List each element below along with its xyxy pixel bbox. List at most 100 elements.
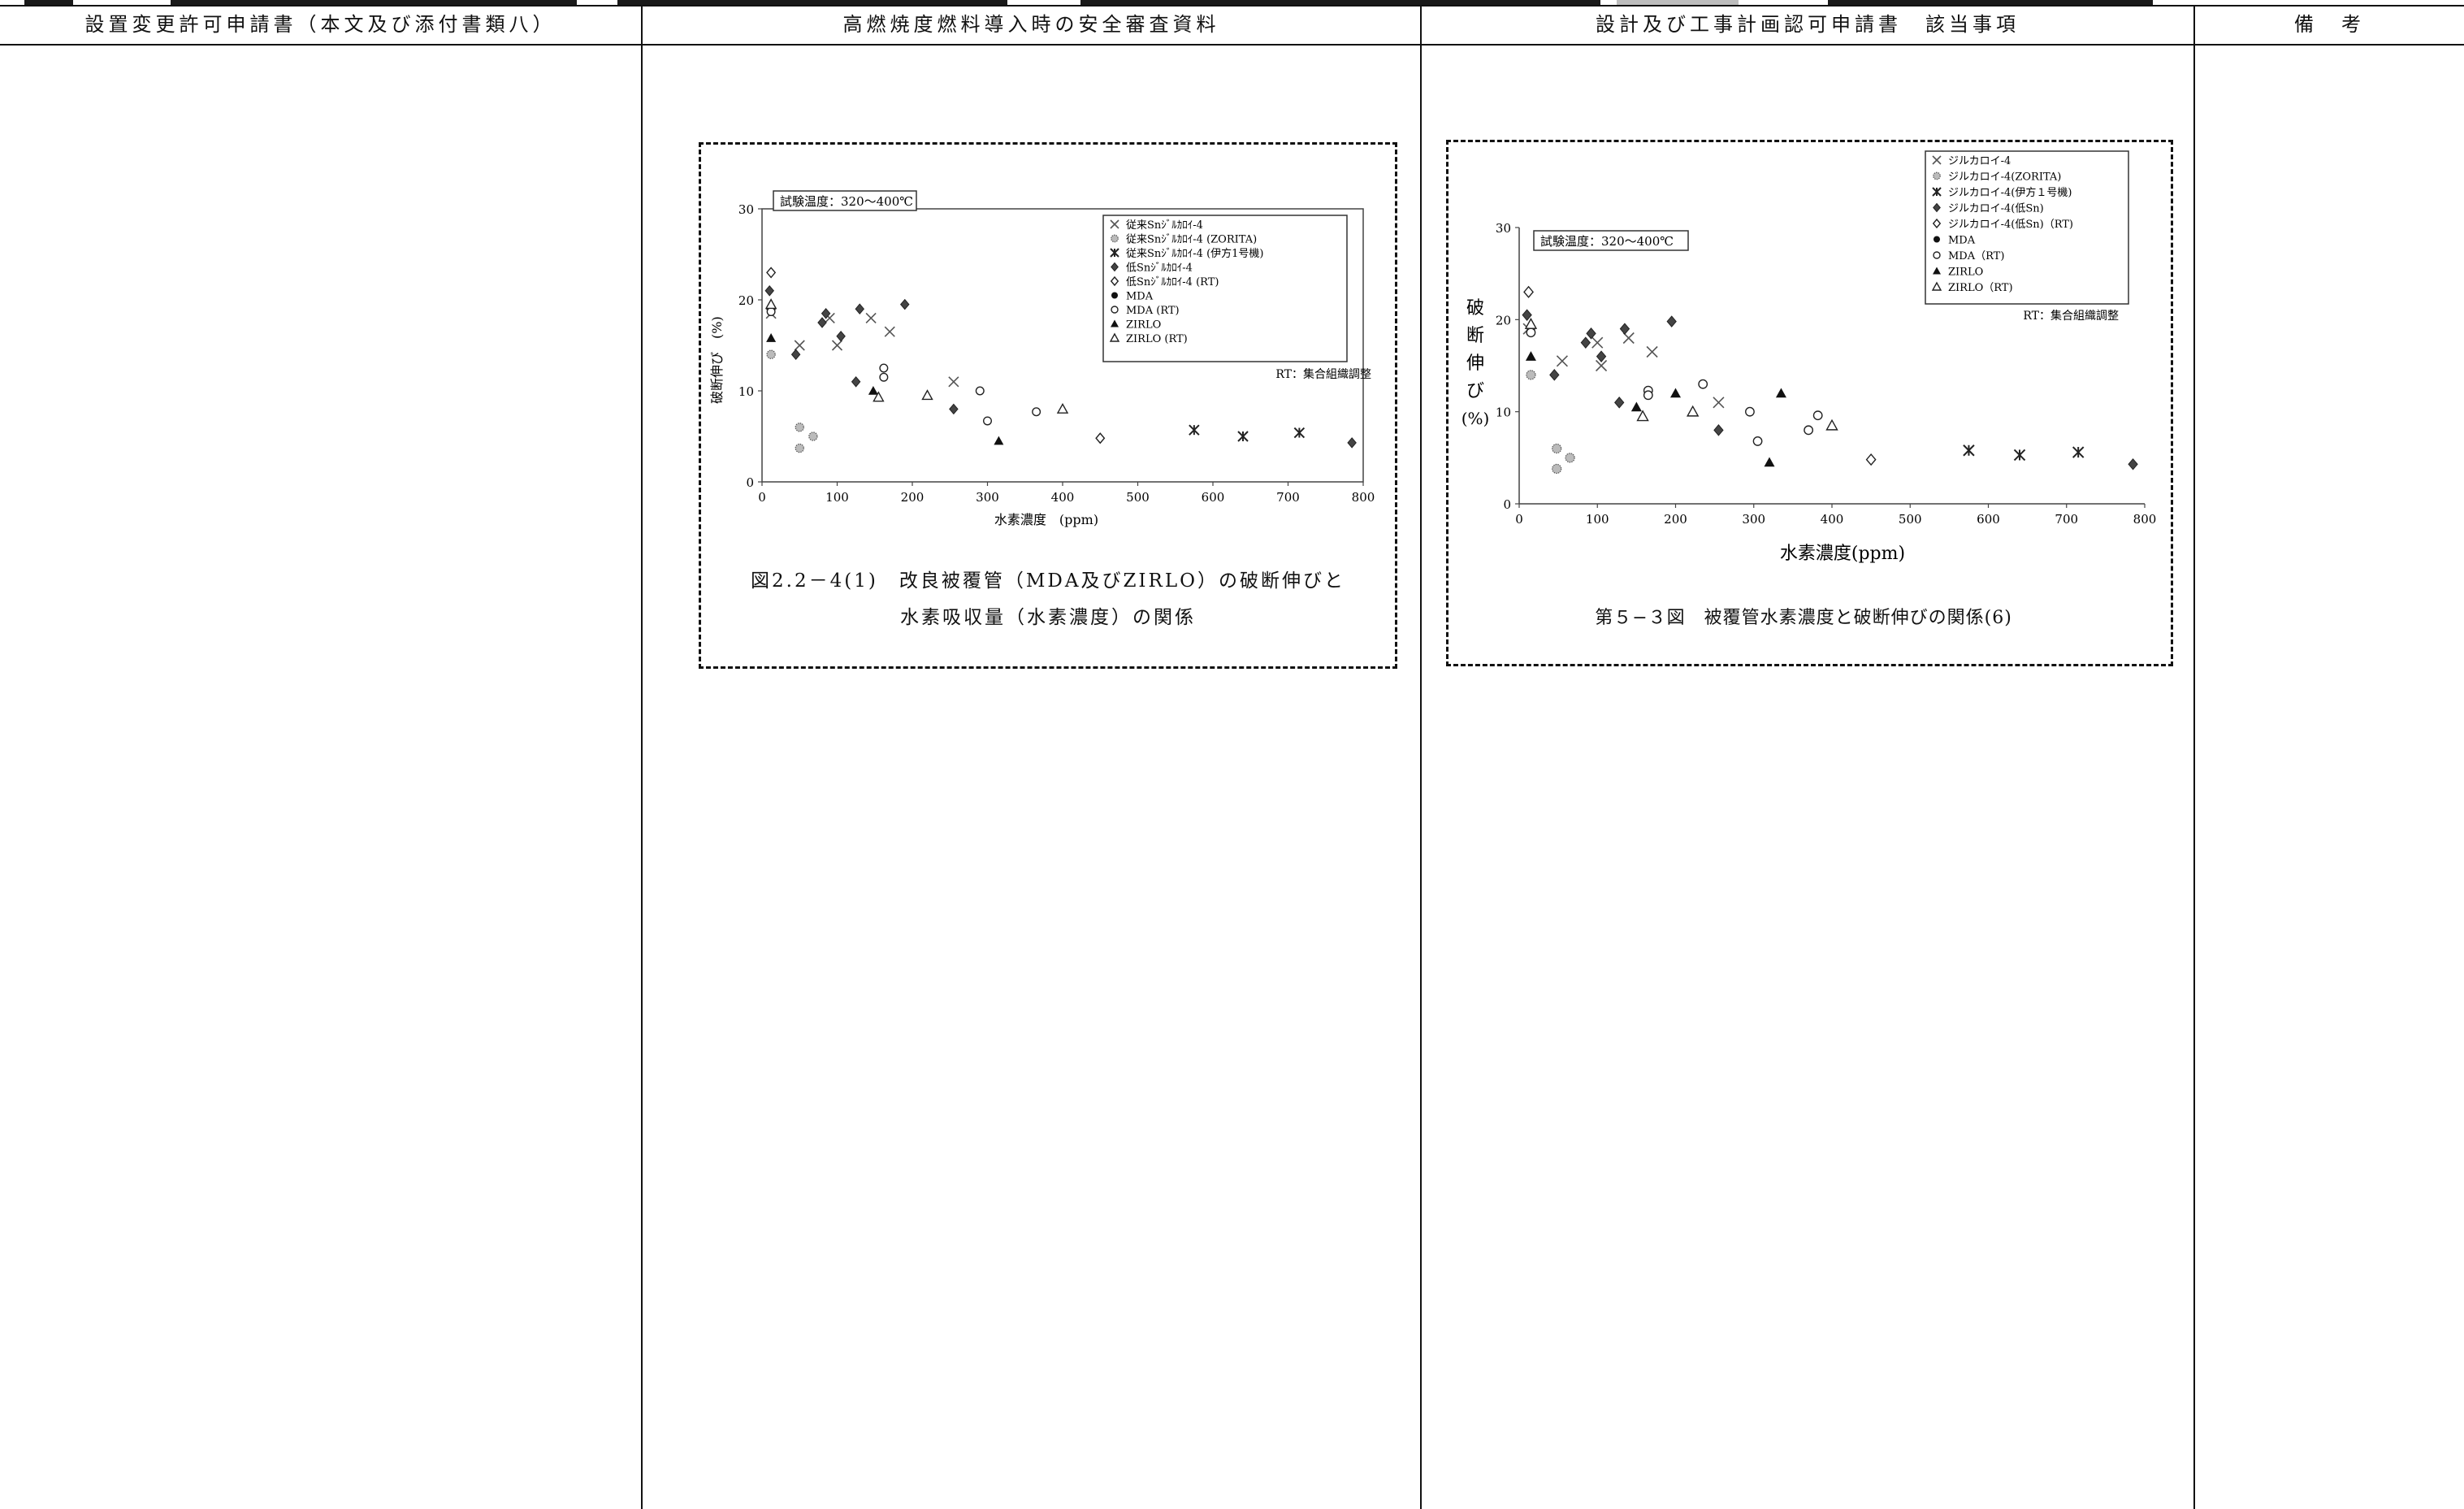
right-point-series-4 — [1523, 285, 1534, 298]
right-point-series-3 — [1580, 336, 1591, 349]
left-legend-marker-0 — [1110, 219, 1119, 229]
left-legend-marker-5 — [1111, 292, 1118, 299]
right-point-series-3 — [1586, 327, 1596, 340]
right-point-series-2 — [1963, 444, 1975, 457]
left-legend-marker-6 — [1111, 306, 1119, 314]
column-header-application: 設置変更許可申請書（本文及び添付書類八） — [84, 13, 556, 36]
left-point-series-1 — [766, 349, 776, 359]
left-point-series-3 — [764, 285, 775, 297]
right-legend-marker-2 — [1932, 187, 1942, 197]
left-x-tick-label: 200 — [901, 490, 925, 505]
left-point-series-2 — [1293, 427, 1306, 439]
left-point-series-0 — [884, 326, 895, 337]
left-point-series-0 — [865, 312, 877, 323]
left-point-series-3 — [899, 298, 910, 310]
left-legend-label: 従来Snｼﾞﾙｶﾛｲ-4 (伊方1号機) — [1126, 247, 1264, 260]
right-point-series-3 — [1596, 350, 1607, 362]
right-x-tick-label: 400 — [1821, 512, 1844, 527]
right-point-series-6 — [1526, 327, 1536, 338]
right-point-series-7 — [1630, 401, 1642, 412]
right-note: RT：集合組織調整 — [2023, 309, 2119, 323]
right-legend-marker-0 — [1932, 155, 1942, 165]
column-divider-3 — [2193, 5, 2195, 1509]
right-point-series-0 — [1646, 345, 1658, 358]
left-point-series-3 — [836, 331, 846, 342]
right-point-series-0 — [1556, 355, 1569, 367]
left-x-tick-label: 800 — [1352, 490, 1375, 505]
right-legend-box — [1925, 150, 2129, 305]
left-y-tick-label: 30 — [738, 202, 754, 217]
right-point-series-6 — [1643, 390, 1653, 401]
right-y-label-char-5: (%) — [1462, 409, 1490, 428]
left-inset-label-box — [773, 190, 917, 211]
left-legend-marker-7 — [1111, 319, 1119, 327]
right-point-series-3 — [1619, 323, 1630, 335]
figure-left-caption-line2: 水素吸収量（水素濃度）の関係 — [900, 607, 1196, 628]
right-y-tick-label: 20 — [1496, 313, 1511, 327]
figure-right-box — [1446, 140, 2173, 666]
right-point-series-0 — [1622, 332, 1635, 345]
column-header-construction-plan: 設計及び工事計画認可申請書 該当事項 — [1596, 13, 2020, 36]
left-point-series-4 — [1095, 432, 1106, 444]
right-x-tick-label: 200 — [1664, 512, 1687, 527]
right-point-series-6 — [1698, 379, 1708, 389]
left-legend-label: 低Snｼﾞﾙｶﾛｲ-4 (RT) — [1126, 276, 1219, 288]
right-legend-marker-6 — [1933, 251, 1941, 259]
right-point-series-0 — [1591, 336, 1604, 349]
left-point-series-8 — [921, 389, 933, 401]
left-point-series-4 — [766, 267, 777, 279]
right-point-series-8 — [1636, 410, 1649, 422]
left-legend-label: ZIRLO (RT) — [1126, 333, 1188, 345]
right-point-series-7 — [1670, 388, 1681, 398]
figure-left-box — [699, 142, 1397, 669]
left-legend-label: 従来Snｼﾞﾙｶﾛｲ-4 — [1126, 219, 1203, 232]
right-legend-marker-4 — [1932, 218, 1942, 229]
column-header-remarks: 備 考 — [2294, 13, 2365, 36]
right-x-tick-label: 0 — [1515, 512, 1523, 527]
left-legend-label: 低Snｼﾞﾙｶﾛｲ-4 — [1126, 262, 1193, 275]
left-point-series-1 — [808, 431, 818, 441]
left-point-series-3 — [817, 317, 827, 328]
left-x-tick-label: 300 — [976, 490, 999, 505]
left-legend-marker-3 — [1111, 262, 1119, 272]
left-point-series-1 — [795, 423, 804, 432]
top-header-strip — [0, 0, 2464, 5]
left-point-series-0 — [948, 376, 959, 388]
left-point-series-7 — [868, 386, 878, 395]
right-point-series-7 — [1775, 388, 1786, 398]
left-point-series-8 — [873, 391, 885, 402]
left-x-tick-label: 0 — [758, 490, 766, 505]
right-y-tick-label: 30 — [1496, 221, 1511, 236]
left-point-series-7 — [766, 333, 777, 342]
left-point-series-3 — [949, 403, 959, 415]
left-point-series-7 — [994, 436, 1004, 445]
left-y-tick-label: 0 — [746, 475, 754, 490]
figure-right-caption: 第５−３図 被覆管水素濃度と破断伸びの関係(6) — [1595, 608, 2012, 628]
left-point-series-3 — [851, 376, 861, 388]
right-point-series-7 — [1764, 457, 1775, 467]
right-legend-marker-3 — [1933, 202, 1941, 213]
left-x-tick-label: 100 — [825, 490, 849, 505]
right-inset-label: 試験温度：320～400℃ — [1540, 234, 1674, 249]
right-x-axis-label: 水素濃度(ppm) — [1780, 544, 1905, 564]
right-point-series-3 — [1522, 309, 1532, 321]
left-x-tick-label: 700 — [1276, 490, 1300, 505]
right-inset-label-box — [1533, 230, 1689, 251]
left-point-series-0 — [831, 340, 843, 351]
left-x-tick-label: 600 — [1202, 490, 1225, 505]
left-point-series-6 — [879, 372, 889, 382]
figure-right-chart: 0 100 200 300 400 500 600 700 800 0 10 20 30 試験温度：32… — [1462, 150, 2156, 564]
left-legend-label: MDA — [1126, 291, 1154, 303]
right-point-series-3 — [2128, 457, 2138, 470]
right-point-series-6 — [1752, 436, 1763, 446]
right-x-tick-label: 700 — [2055, 512, 2078, 527]
right-point-series-7 — [1525, 351, 1536, 361]
left-legend-marker-8 — [1109, 332, 1120, 342]
left-point-series-6 — [1032, 407, 1041, 417]
right-point-series-0 — [1595, 359, 1608, 372]
column-header-safety-review: 高燃焼度燃料導入時の安全審査資料 — [842, 13, 1220, 36]
right-point-series-8 — [1524, 318, 1538, 329]
right-y-tick-label: 0 — [1503, 497, 1511, 512]
left-point-series-6 — [983, 416, 993, 426]
left-x-tick-label: 400 — [1051, 490, 1075, 505]
